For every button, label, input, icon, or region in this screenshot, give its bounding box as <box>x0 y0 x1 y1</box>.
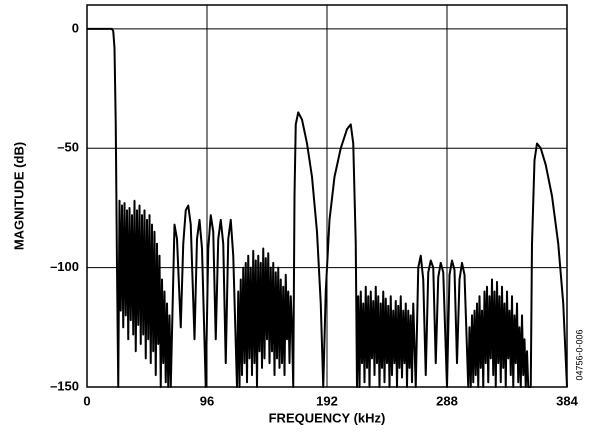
y-tick-label: –150 <box>50 378 79 393</box>
y-tick-label: –100 <box>50 259 79 274</box>
x-tick-label: 0 <box>83 393 90 408</box>
plot-frame <box>86 4 568 388</box>
y-axis-label: MAGNITUDE (dB) <box>11 142 26 250</box>
y-tick-label: –50 <box>57 140 79 155</box>
x-axis-label: FREQUENCY (kHz) <box>269 410 386 425</box>
y-tick-label: 0 <box>72 20 79 35</box>
x-tick-label: 192 <box>316 393 338 408</box>
figure-code: 04756-0-006 <box>574 329 584 380</box>
x-tick-label: 384 <box>556 393 578 408</box>
x-tick-label: 288 <box>436 393 458 408</box>
x-tick-label: 96 <box>200 393 214 408</box>
response-line <box>87 27 568 388</box>
